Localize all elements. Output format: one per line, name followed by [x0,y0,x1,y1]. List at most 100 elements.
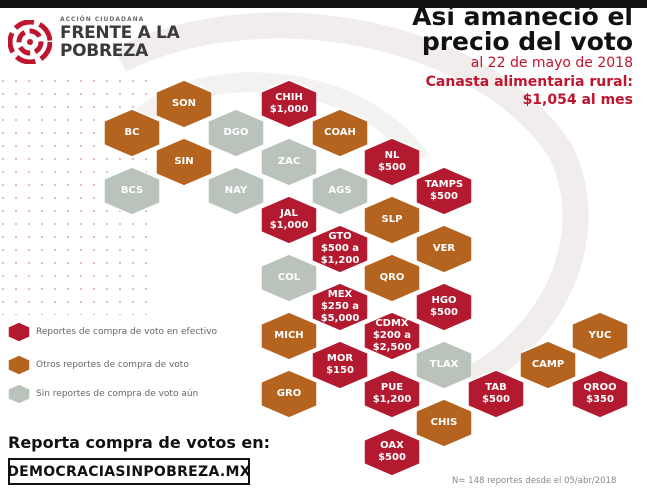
legend-hex-icon [7,383,31,408]
state-code: HGO [431,295,457,306]
state-code: SIN [174,156,194,167]
state-code: SON [171,98,197,109]
state-hex-mor: MOR $150 [312,341,368,389]
state-hex-qroo: QROO $350 [572,370,628,418]
state-hex-qro: QRO [364,254,420,302]
date-subtitle: al 22 de mayo de 2018 [470,55,633,71]
state-code: NL [384,150,400,161]
page-title: Así amaneció el precio del voto [412,4,633,54]
state-code: PUE [380,382,404,393]
state-code: BCS [120,185,144,196]
state-hex-dgo: DGO [208,109,264,157]
state-code: QRO [379,272,405,283]
state-hex-son: SON [156,80,212,128]
state-hex-chis: CHIS [416,399,472,447]
state-hex-camp: CAMP [520,341,576,389]
state-code: TLAX [429,359,459,370]
state-price: $150 [326,365,354,376]
state-hex-pue: PUE $1,200 [364,370,420,418]
state-hex-sin: SIN [156,138,212,186]
state-price: $200 a [372,330,412,341]
logo: ACCIÓN CIUDADANA FRENTE A LA POBREZA [8,14,188,72]
state-hex-bcs: BCS [104,167,160,215]
state-hex-chih: CHIH $1,000 [261,80,317,128]
state-code: CHIH [275,92,303,103]
state-hex-gto: GTO $500 a $1,200 [312,225,368,273]
state-hex-mex: MEX $250 a $5,000 [312,283,368,331]
logo-mark-icon [8,20,52,64]
state-price: $500 a [320,243,360,254]
state-code: CDMX [375,318,409,329]
state-hex-cdmx: CDMX $200 a $2,500 [364,312,420,360]
state-code: TAMPS [424,179,464,190]
state-price: $500 [430,307,458,318]
legend-label: Sin reportes de compra de voto aún [36,389,199,399]
logo-line-2: POBREZA [60,41,148,61]
title-line-1: Así amaneció el [412,2,633,31]
state-hex-hgo: HGO $500 [416,283,472,331]
state-code: CHIS [430,417,458,428]
state-hex-nl: NL $500 [364,138,420,186]
state-code: BC [124,127,140,138]
state-price: $250 a [320,301,360,312]
state-price: $1,000 [269,220,309,231]
state-hex-gro: GRO [261,370,317,418]
footnote: N= 148 reportes desde el 05/abr/2018 [452,476,617,486]
state-code: ZAC [277,156,301,167]
state-hex-tlax: TLAX [416,341,472,389]
state-hex-ags: AGS [312,167,368,215]
legend-hex-icon [7,321,31,346]
state-hex-ver: VER [416,225,472,273]
state-code: COL [277,272,301,283]
legend-label: Reportes de compra de voto en efectivo [36,327,218,337]
state-code: MOR [326,353,354,364]
state-code: TAB [485,382,507,393]
website-link[interactable]: DEMOCRACIASINPOBREZA.MX [7,458,251,485]
state-code: YUC [588,330,612,341]
state-code: CAMP [531,359,565,370]
state-hex-yuc: YUC [572,312,628,360]
state-hex-jal: JAL $1,000 [261,196,317,244]
state-code: MICH [274,330,304,341]
state-price: $500 [482,394,510,405]
state-price: $1,200 [320,255,360,266]
state-price: $5,000 [320,313,360,324]
state-code: GRO [276,388,302,399]
state-price: $500 [378,452,406,463]
state-code: QROO [583,382,617,393]
state-hex-tamps: TAMPS $500 [416,167,472,215]
state-code: SLP [381,214,403,225]
canasta-value: $1,054 al mes [522,92,633,108]
canasta-info: Canasta alimentaria rural: $1,054 al mes [426,73,633,109]
state-code: OAX [380,440,404,451]
state-code: NAY [224,185,248,196]
state-code: MEX [327,289,353,300]
logo-line-1: FRENTE A LA [60,23,180,43]
state-code: GTO [328,231,352,242]
legend-hex-icon [7,354,31,379]
cta-text: Reporta compra de votos en: [8,433,271,452]
state-price: $1,200 [372,394,412,405]
state-hex-zac: ZAC [261,138,317,186]
state-hex-tab: TAB $500 [468,370,524,418]
state-code: DGO [223,127,249,138]
state-price: $1,000 [269,104,309,115]
state-code: VER [432,243,456,254]
state-hex-nay: NAY [208,167,264,215]
state-price: $500 [378,162,406,173]
state-code: AGS [328,185,352,196]
state-hex-oax: OAX $500 [364,428,420,476]
state-hex-bc: BC [104,109,160,157]
state-hex-col: COL [261,254,317,302]
state-code: COAH [324,127,356,138]
legend-label: Otros reportes de compra de voto [36,360,189,370]
canasta-label: Canasta alimentaria rural: [425,74,633,90]
state-hex-slp: SLP [364,196,420,244]
state-price: $500 [430,191,458,202]
title-line-2: precio del voto [421,27,633,56]
state-code: JAL [280,208,298,219]
state-hex-mich: MICH [261,312,317,360]
state-hex-coah: COAH [312,109,368,157]
logo-org-name: ACCIÓN CIUDADANA [60,16,145,23]
